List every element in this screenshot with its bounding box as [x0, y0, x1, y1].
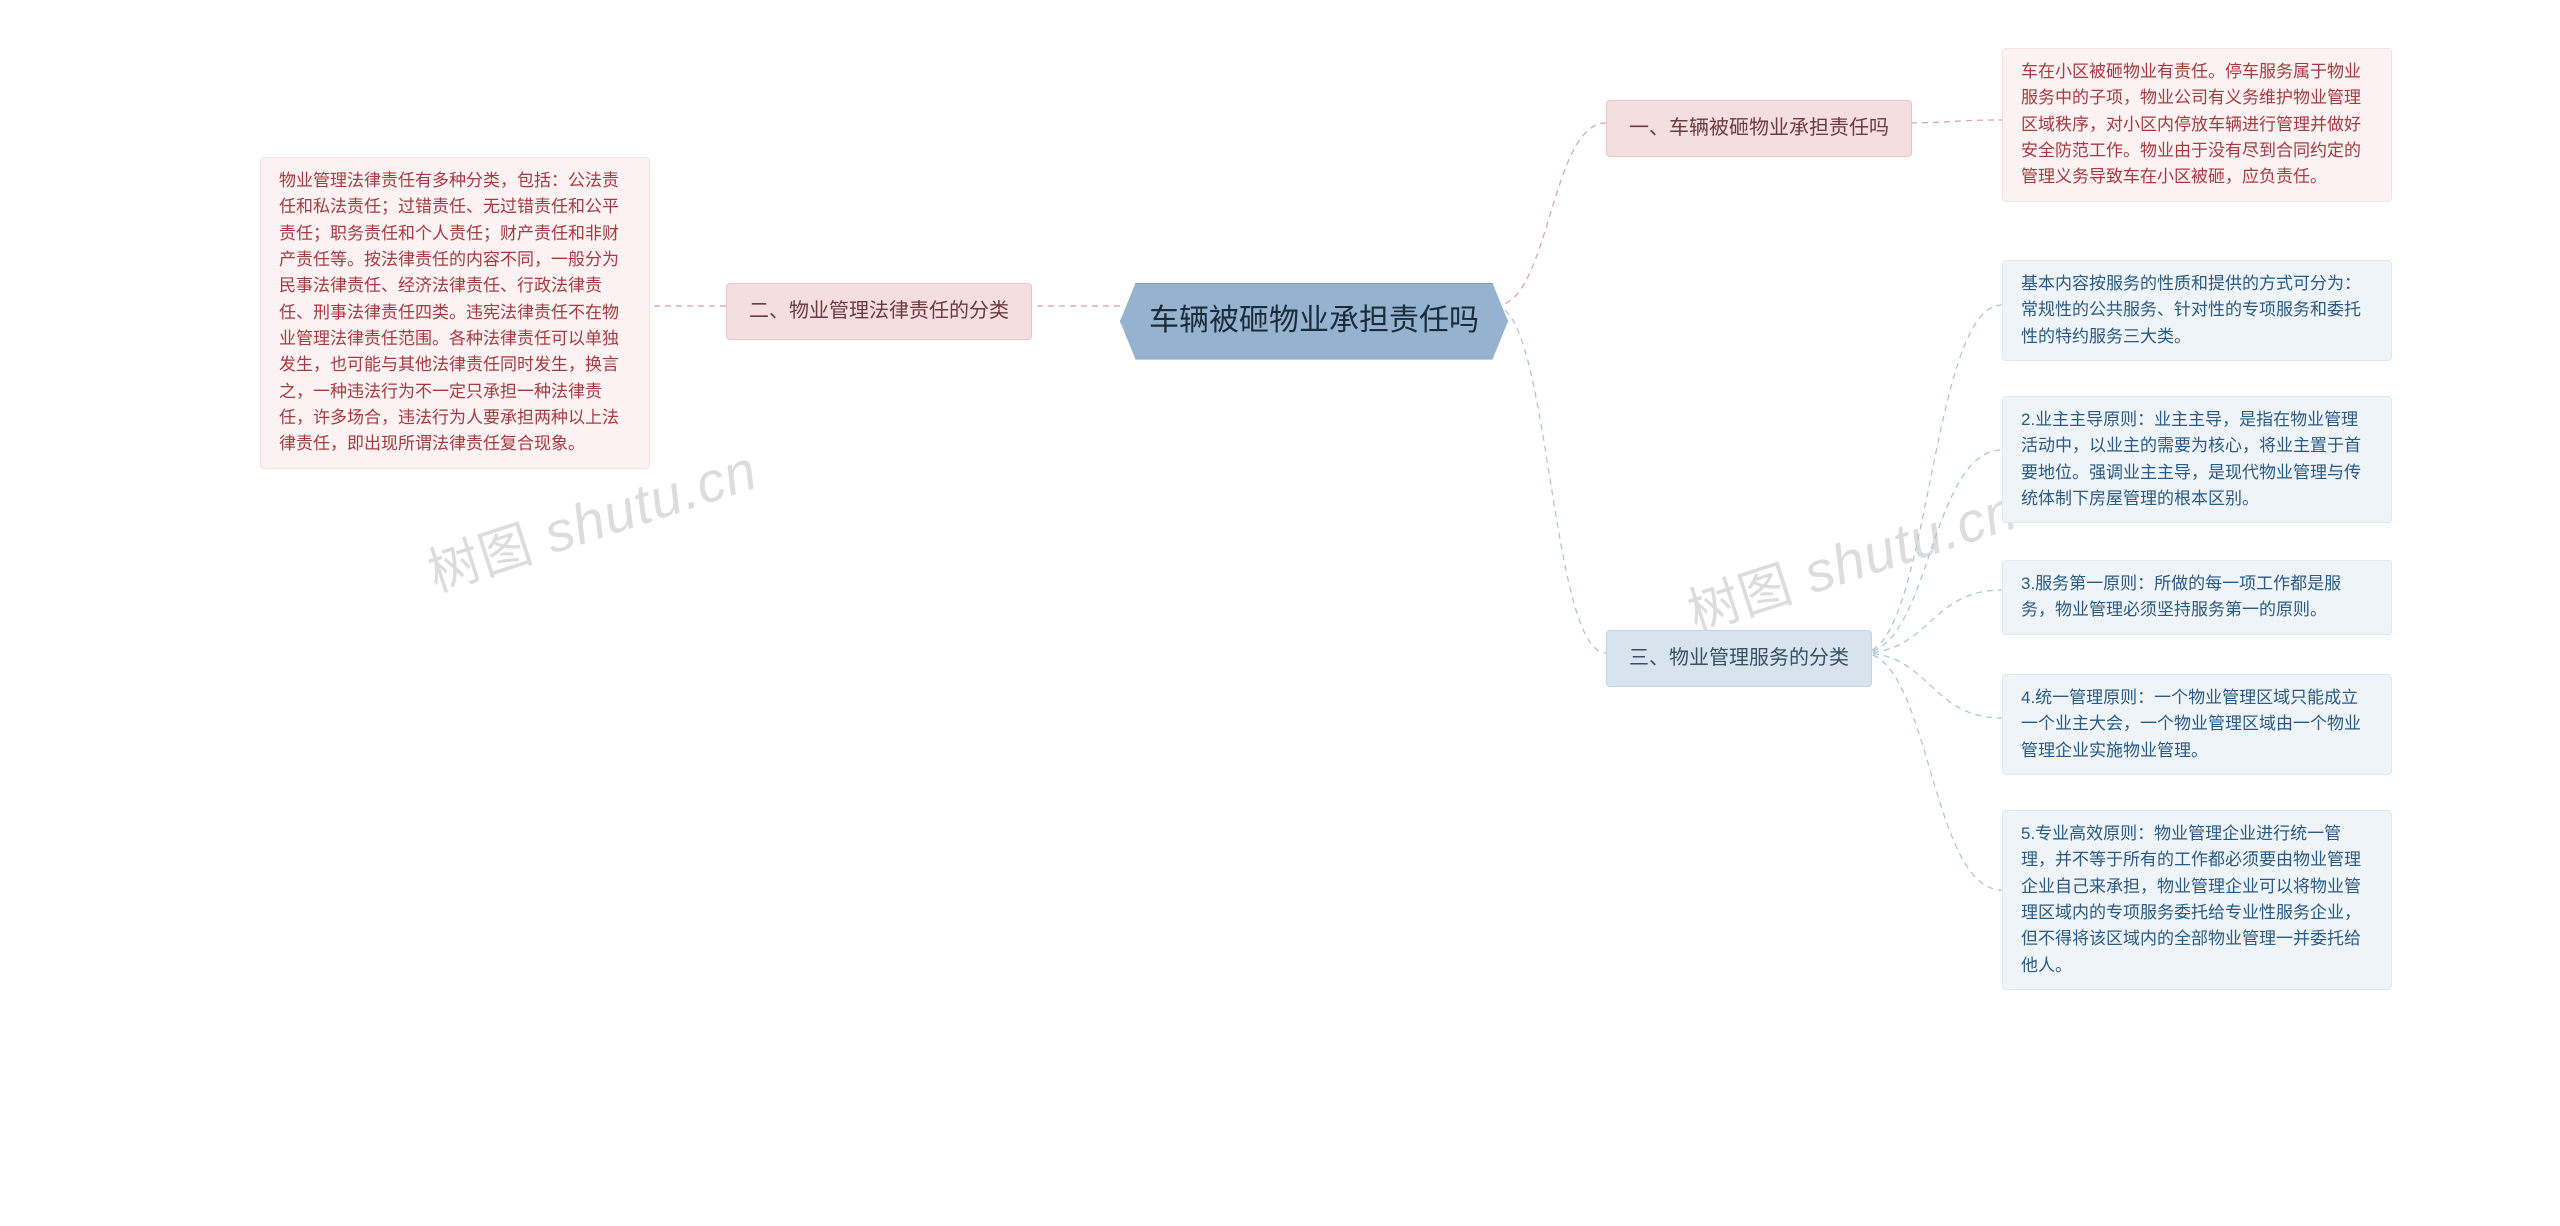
leaf-3-4[interactable]: 4.统一管理原则：一个物业管理区域只能成立一个业主大会，一个物业管理区域由一个物…	[2002, 674, 2392, 775]
branch-1[interactable]: 一、车辆被砸物业承担责任吗	[1606, 100, 1912, 157]
leaf-2-1[interactable]: 物业管理法律责任有多种分类，包括：公法责任和私法责任；过错责任、无过错责任和公平…	[260, 157, 650, 469]
leaf-3-5[interactable]: 5.专业高效原则：物业管理企业进行统一管理，并不等于所有的工作都必须要由物业管理…	[2002, 810, 2392, 990]
leaf-1-1[interactable]: 车在小区被砸物业有责任。停车服务属于物业服务中的子项，物业公司有义务维护物业管理…	[2002, 48, 2392, 202]
branch-2[interactable]: 二、物业管理法律责任的分类	[726, 283, 1032, 340]
watermark-cn: 树图	[421, 515, 540, 603]
leaf-3-3[interactable]: 3.服务第一原则：所做的每一项工作都是服务，物业管理必须坚持服务第一的原则。	[2002, 560, 2392, 635]
center-node[interactable]: 车辆被砸物业承担责任吗	[1120, 283, 1508, 360]
branch-3[interactable]: 三、物业管理服务的分类	[1606, 630, 1872, 687]
leaf-3-2[interactable]: 2.业主主导原则：业主主导，是指在物业管理活动中，以业主的需要为核心，将业主置于…	[2002, 396, 2392, 523]
watermark: 树图 shutu.cn	[1677, 469, 2026, 646]
leaf-3-1[interactable]: 基本内容按服务的性质和提供的方式可分为：常规性的公共服务、针对性的专项服务和委托…	[2002, 260, 2392, 361]
watermark-en: shutu.cn	[1796, 478, 2024, 606]
